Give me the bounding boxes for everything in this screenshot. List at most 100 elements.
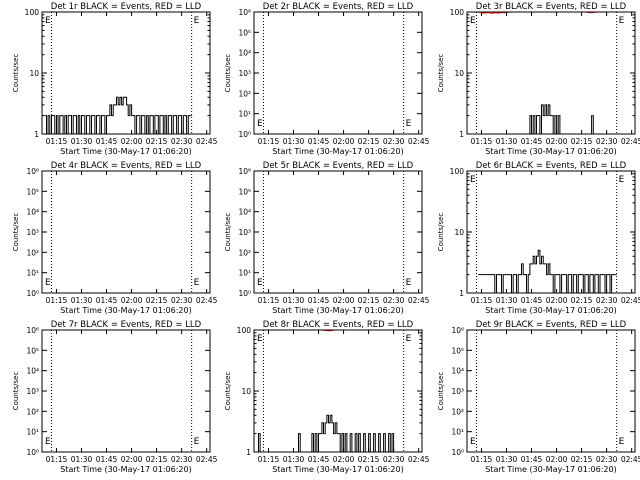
y-tick-label: 10⁰ <box>26 448 39 457</box>
panel-title: Det 6r BLACK = Events, RED = LLD <box>476 161 627 171</box>
panel-title: Det 5r BLACK = Events, RED = LLD <box>263 161 414 171</box>
e-marker-left: E <box>45 278 51 288</box>
x-tick-label: 02:30 <box>596 455 618 464</box>
y-tick-label: 10 <box>29 69 39 78</box>
x-tick-label: 01:45 <box>308 296 330 305</box>
y-tick-label: 10 <box>454 228 464 237</box>
plot-frame <box>253 170 423 294</box>
e-marker-right: E <box>194 278 200 288</box>
events-series-line <box>256 414 396 453</box>
y-tick-label: 10³ <box>451 387 464 396</box>
y-tick-label: 10⁰ <box>451 448 464 457</box>
y-tick-label: 10 <box>454 69 464 78</box>
x-tick-label: 02:45 <box>196 296 218 305</box>
x-tick-label: 02:00 <box>546 137 568 146</box>
y-tick-label: 10¹ <box>451 428 464 437</box>
y-tick-label: 10⁶ <box>26 167 39 176</box>
e-marker-right: E <box>619 16 625 26</box>
x-tick-label: 01:30 <box>496 137 518 146</box>
y-tick-label: 10⁵ <box>238 28 251 37</box>
x-tick-label: 02:00 <box>546 296 568 305</box>
e-marker-right: E <box>619 437 625 447</box>
x-tick-label: 01:45 <box>96 455 118 464</box>
x-tick-label: 01:30 <box>71 455 93 464</box>
x-tick-label: 02:00 <box>333 455 355 464</box>
panel-title: Det 3r BLACK = Events, RED = LLD <box>476 2 627 12</box>
x-tick-label: 02:45 <box>196 137 218 146</box>
x-tick-label: 01:30 <box>496 455 518 464</box>
y-axis-label: Counts/sec <box>224 213 232 252</box>
e-marker-right: E <box>619 175 625 185</box>
x-tick-label: 01:30 <box>71 137 93 146</box>
x-tick-label: 02:15 <box>146 137 168 146</box>
x-tick-label: 02:45 <box>621 296 640 305</box>
detector-panel-9: Det 9r BLACK = Events, RED = LLD 01:15 01:… <box>437 320 640 474</box>
x-tick-label: 02:15 <box>358 296 380 305</box>
x-axis-label: Start Time (30-May-17 01:06:20) <box>485 465 616 474</box>
y-axis-label: Counts/sec <box>12 54 20 93</box>
plot-frame <box>253 11 423 135</box>
x-tick-label: 01:45 <box>308 137 330 146</box>
y-tick-label: 10² <box>238 89 251 98</box>
panel-title: Det 7r BLACK = Events, RED = LLD <box>51 320 202 330</box>
x-tick-label: 01:30 <box>283 296 305 305</box>
x-tick-label: 01:45 <box>96 296 118 305</box>
y-axis-label: Counts/sec <box>224 372 232 411</box>
y-axis-label: Counts/sec <box>437 213 445 252</box>
e-marker-left: E <box>257 278 263 288</box>
e-marker-left: E <box>45 16 51 26</box>
x-tick-label: 02:00 <box>333 296 355 305</box>
x-tick-label: 02:15 <box>571 137 593 146</box>
y-tick-label: 10² <box>238 248 251 257</box>
x-tick-label: 02:00 <box>333 137 355 146</box>
e-marker-left: E <box>45 437 51 447</box>
panel-title: Det 8r BLACK = Events, RED = LLD <box>263 320 414 330</box>
y-tick-label: 1 <box>459 289 464 298</box>
x-tick-label: 02:15 <box>571 455 593 464</box>
y-tick-label: 10⁴ <box>26 208 39 217</box>
x-tick-label: 02:00 <box>121 296 143 305</box>
x-tick-label: 02:00 <box>121 137 143 146</box>
events-series-line <box>478 249 617 294</box>
y-axis-label: Counts/sec <box>12 213 20 252</box>
e-marker-right: E <box>194 437 200 447</box>
x-tick-label: 02:00 <box>546 455 568 464</box>
plot-frame <box>466 329 636 453</box>
y-tick-label: 10³ <box>238 228 251 237</box>
y-tick-label: 100 <box>25 8 40 17</box>
y-tick-label: 10² <box>451 407 464 416</box>
x-tick-label: 01:15 <box>471 455 493 464</box>
panel-title: Det 9r BLACK = Events, RED = LLD <box>476 320 627 330</box>
y-tick-label: 10² <box>26 407 39 416</box>
y-tick-label: 10⁶ <box>451 326 464 335</box>
x-axis-label: Start Time (30-May-17 01:06:20) <box>272 306 403 315</box>
x-axis-label: Start Time (30-May-17 01:06:20) <box>60 147 191 156</box>
x-tick-label: 01:30 <box>496 296 518 305</box>
y-tick-label: 100 <box>450 167 465 176</box>
x-axis-label: Start Time (30-May-17 01:06:20) <box>485 306 616 315</box>
y-tick-label: 10⁴ <box>451 367 464 376</box>
y-tick-label: 10³ <box>26 387 39 396</box>
y-tick-label: 1 <box>246 448 251 457</box>
plot-frame <box>41 329 211 453</box>
events-series-line <box>44 96 192 135</box>
x-axis-label: Start Time (30-May-17 01:06:20) <box>272 147 403 156</box>
e-marker-left: E <box>470 16 476 26</box>
y-tick-label: 10¹ <box>238 269 251 278</box>
y-tick-label: 10³ <box>26 228 39 237</box>
y-tick-label: 1 <box>459 130 464 139</box>
e-marker-left: E <box>470 175 476 185</box>
y-tick-label: 10¹ <box>26 269 39 278</box>
x-tick-label: 01:45 <box>521 296 543 305</box>
y-tick-label: 10 <box>241 387 251 396</box>
y-tick-label: 10⁶ <box>238 167 251 176</box>
x-tick-label: 01:45 <box>521 137 543 146</box>
e-marker-right: E <box>406 119 412 129</box>
x-tick-label: 01:30 <box>283 455 305 464</box>
